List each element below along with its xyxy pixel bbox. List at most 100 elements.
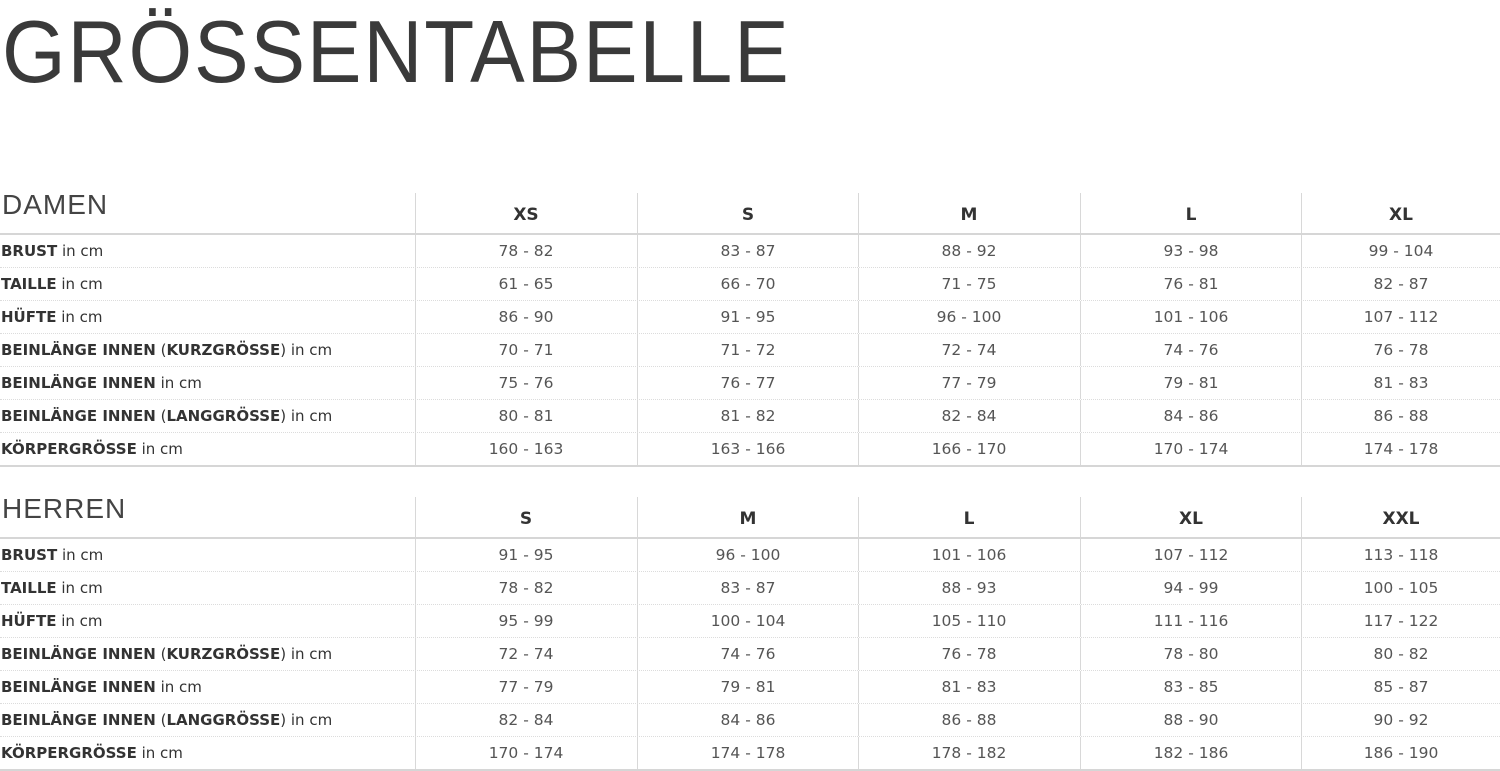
row-label-bold: LANGGRÖSSE bbox=[166, 711, 281, 729]
row-label-text: in cm bbox=[155, 678, 202, 696]
row-label-bold: BEINLÄNGE INNEN bbox=[1, 645, 156, 663]
section-title: DAMEN bbox=[2, 189, 109, 220]
table-cell: 99 - 104 bbox=[1301, 235, 1500, 267]
table-cell: 78 - 80 bbox=[1080, 638, 1301, 670]
size-column-header: L bbox=[1080, 193, 1301, 233]
size-column-header: M bbox=[858, 193, 1079, 233]
row-label-text: ( bbox=[155, 645, 167, 663]
table-cell: 76 - 78 bbox=[1301, 334, 1500, 366]
table-row: BEINLÄNGE INNEN (LANGGRÖSSE) in cm 82 - 8… bbox=[0, 704, 1500, 737]
table-cell: 70 - 71 bbox=[415, 334, 636, 366]
row-label-bold: BRUST bbox=[1, 242, 58, 260]
table-cell: 186 - 190 bbox=[1301, 737, 1500, 769]
table-header-row: DAMEN XS S M L XL bbox=[0, 189, 1500, 235]
table-row: TAILLE in cm 78 - 82 83 - 87 88 - 93 94 - 99… bbox=[0, 572, 1500, 605]
row-label-text: in cm bbox=[57, 242, 104, 260]
table-cell: 100 - 104 bbox=[637, 605, 858, 637]
table-cell: 113 - 118 bbox=[1301, 539, 1500, 571]
table-cell: 94 - 99 bbox=[1080, 572, 1301, 604]
table-cell: 100 - 105 bbox=[1301, 572, 1500, 604]
table-cell: 90 - 92 bbox=[1301, 704, 1500, 736]
table-cell: 82 - 84 bbox=[415, 704, 636, 736]
table-cell: 166 - 170 bbox=[858, 433, 1079, 465]
table-cell: 105 - 110 bbox=[858, 605, 1079, 637]
table-row: BEINLÄNGE INNEN in cm 75 - 76 76 - 77 77 - … bbox=[0, 367, 1500, 400]
table-cell: 101 - 106 bbox=[858, 539, 1079, 571]
row-label-bold: BEINLÄNGE INNEN bbox=[1, 678, 156, 696]
table-cell: 96 - 100 bbox=[637, 539, 858, 571]
row-label: KÖRPERGRÖSSE in cm bbox=[1, 737, 183, 769]
row-label-bold: KURZGRÖSSE bbox=[166, 341, 281, 359]
row-label-text: in cm bbox=[56, 308, 103, 326]
table-cell: 82 - 84 bbox=[858, 400, 1079, 432]
table-row: BEINLÄNGE INNEN (LANGGRÖSSE) in cm 80 - 8… bbox=[0, 400, 1500, 433]
table-cell: 107 - 112 bbox=[1301, 301, 1500, 333]
size-column-header: XL bbox=[1080, 497, 1301, 537]
row-label-text: in cm bbox=[56, 612, 103, 630]
table-cell: 86 - 88 bbox=[1301, 400, 1500, 432]
table-cell: 163 - 166 bbox=[637, 433, 858, 465]
size-column-header: XXL bbox=[1301, 497, 1500, 537]
table-cell: 72 - 74 bbox=[858, 334, 1079, 366]
table-cell: 182 - 186 bbox=[1080, 737, 1301, 769]
section-title: HERREN bbox=[2, 493, 127, 524]
row-label-text: in cm bbox=[57, 546, 104, 564]
table-cell: 80 - 82 bbox=[1301, 638, 1500, 670]
row-label: BRUST in cm bbox=[1, 235, 103, 267]
row-label: KÖRPERGRÖSSE in cm bbox=[1, 433, 183, 465]
table-row: BEINLÄNGE INNEN (KURZGRÖSSE) in cm 72 - 7… bbox=[0, 638, 1500, 671]
table-cell: 88 - 92 bbox=[858, 235, 1079, 267]
row-label-bold: TAILLE bbox=[1, 579, 57, 597]
table-cell: 76 - 81 bbox=[1080, 268, 1301, 300]
page-title: GRÖSSENTABELLE bbox=[2, 2, 791, 101]
table-cell: 61 - 65 bbox=[415, 268, 636, 300]
row-label-text: ) in cm bbox=[280, 341, 333, 359]
table-cell: 83 - 87 bbox=[637, 572, 858, 604]
row-label-bold: BEINLÄNGE INNEN bbox=[1, 374, 156, 392]
row-label-bold: BEINLÄNGE INNEN bbox=[1, 711, 156, 729]
table-row: BEINLÄNGE INNEN in cm 77 - 79 79 - 81 81 - … bbox=[0, 671, 1500, 704]
table-cell: 91 - 95 bbox=[415, 539, 636, 571]
table-header-row: HERREN S M L XL XXL bbox=[0, 493, 1500, 539]
table-cell: 96 - 100 bbox=[858, 301, 1079, 333]
table-cell: 93 - 98 bbox=[1080, 235, 1301, 267]
table-cell: 101 - 106 bbox=[1080, 301, 1301, 333]
table-cell: 85 - 87 bbox=[1301, 671, 1500, 703]
table-row: KÖRPERGRÖSSE in cm 170 - 174 174 - 178 178 … bbox=[0, 737, 1500, 771]
row-label: BEINLÄNGE INNEN (LANGGRÖSSE) in cm bbox=[1, 704, 332, 736]
row-label-bold: HÜFTE bbox=[1, 612, 57, 630]
table-cell: 77 - 79 bbox=[858, 367, 1079, 399]
row-label: BEINLÄNGE INNEN (LANGGRÖSSE) in cm bbox=[1, 400, 332, 432]
table-cell: 76 - 78 bbox=[858, 638, 1079, 670]
table-row: KÖRPERGRÖSSE in cm 160 - 163 163 - 166 166 … bbox=[0, 433, 1500, 467]
table-cell: 66 - 70 bbox=[637, 268, 858, 300]
row-label-text: ) in cm bbox=[280, 645, 333, 663]
table-cell: 86 - 90 bbox=[415, 301, 636, 333]
table-cell: 77 - 79 bbox=[415, 671, 636, 703]
size-table-damen: DAMEN XS S M L XL BRUST in cm 78 - 82 83 - 87 88 … bbox=[0, 189, 1500, 467]
table-cell: 79 - 81 bbox=[637, 671, 858, 703]
row-label-bold: KURZGRÖSSE bbox=[166, 645, 281, 663]
table-cell: 95 - 99 bbox=[415, 605, 636, 637]
table-cell: 78 - 82 bbox=[415, 235, 636, 267]
row-label: BEINLÄNGE INNEN (KURZGRÖSSE) in cm bbox=[1, 334, 332, 366]
row-label-text: ( bbox=[155, 711, 167, 729]
table-cell: 76 - 77 bbox=[637, 367, 858, 399]
table-cell: 91 - 95 bbox=[637, 301, 858, 333]
row-label: BEINLÄNGE INNEN in cm bbox=[1, 671, 202, 703]
size-column-header: M bbox=[637, 497, 858, 537]
table-cell: 80 - 81 bbox=[415, 400, 636, 432]
row-label: TAILLE in cm bbox=[1, 268, 103, 300]
table-cell: 170 - 174 bbox=[1080, 433, 1301, 465]
table-cell: 83 - 87 bbox=[637, 235, 858, 267]
table-cell: 111 - 116 bbox=[1080, 605, 1301, 637]
row-label-text: in cm bbox=[155, 374, 202, 392]
row-label-text: in cm bbox=[136, 744, 183, 762]
row-label-text: in cm bbox=[56, 275, 103, 293]
row-label: BEINLÄNGE INNEN (KURZGRÖSSE) in cm bbox=[1, 638, 332, 670]
row-label-bold: BRUST bbox=[1, 546, 58, 564]
row-label-bold: BEINLÄNGE INNEN bbox=[1, 407, 156, 425]
table-cell: 74 - 76 bbox=[1080, 334, 1301, 366]
table-cell: 71 - 75 bbox=[858, 268, 1079, 300]
size-column-header: L bbox=[858, 497, 1079, 537]
